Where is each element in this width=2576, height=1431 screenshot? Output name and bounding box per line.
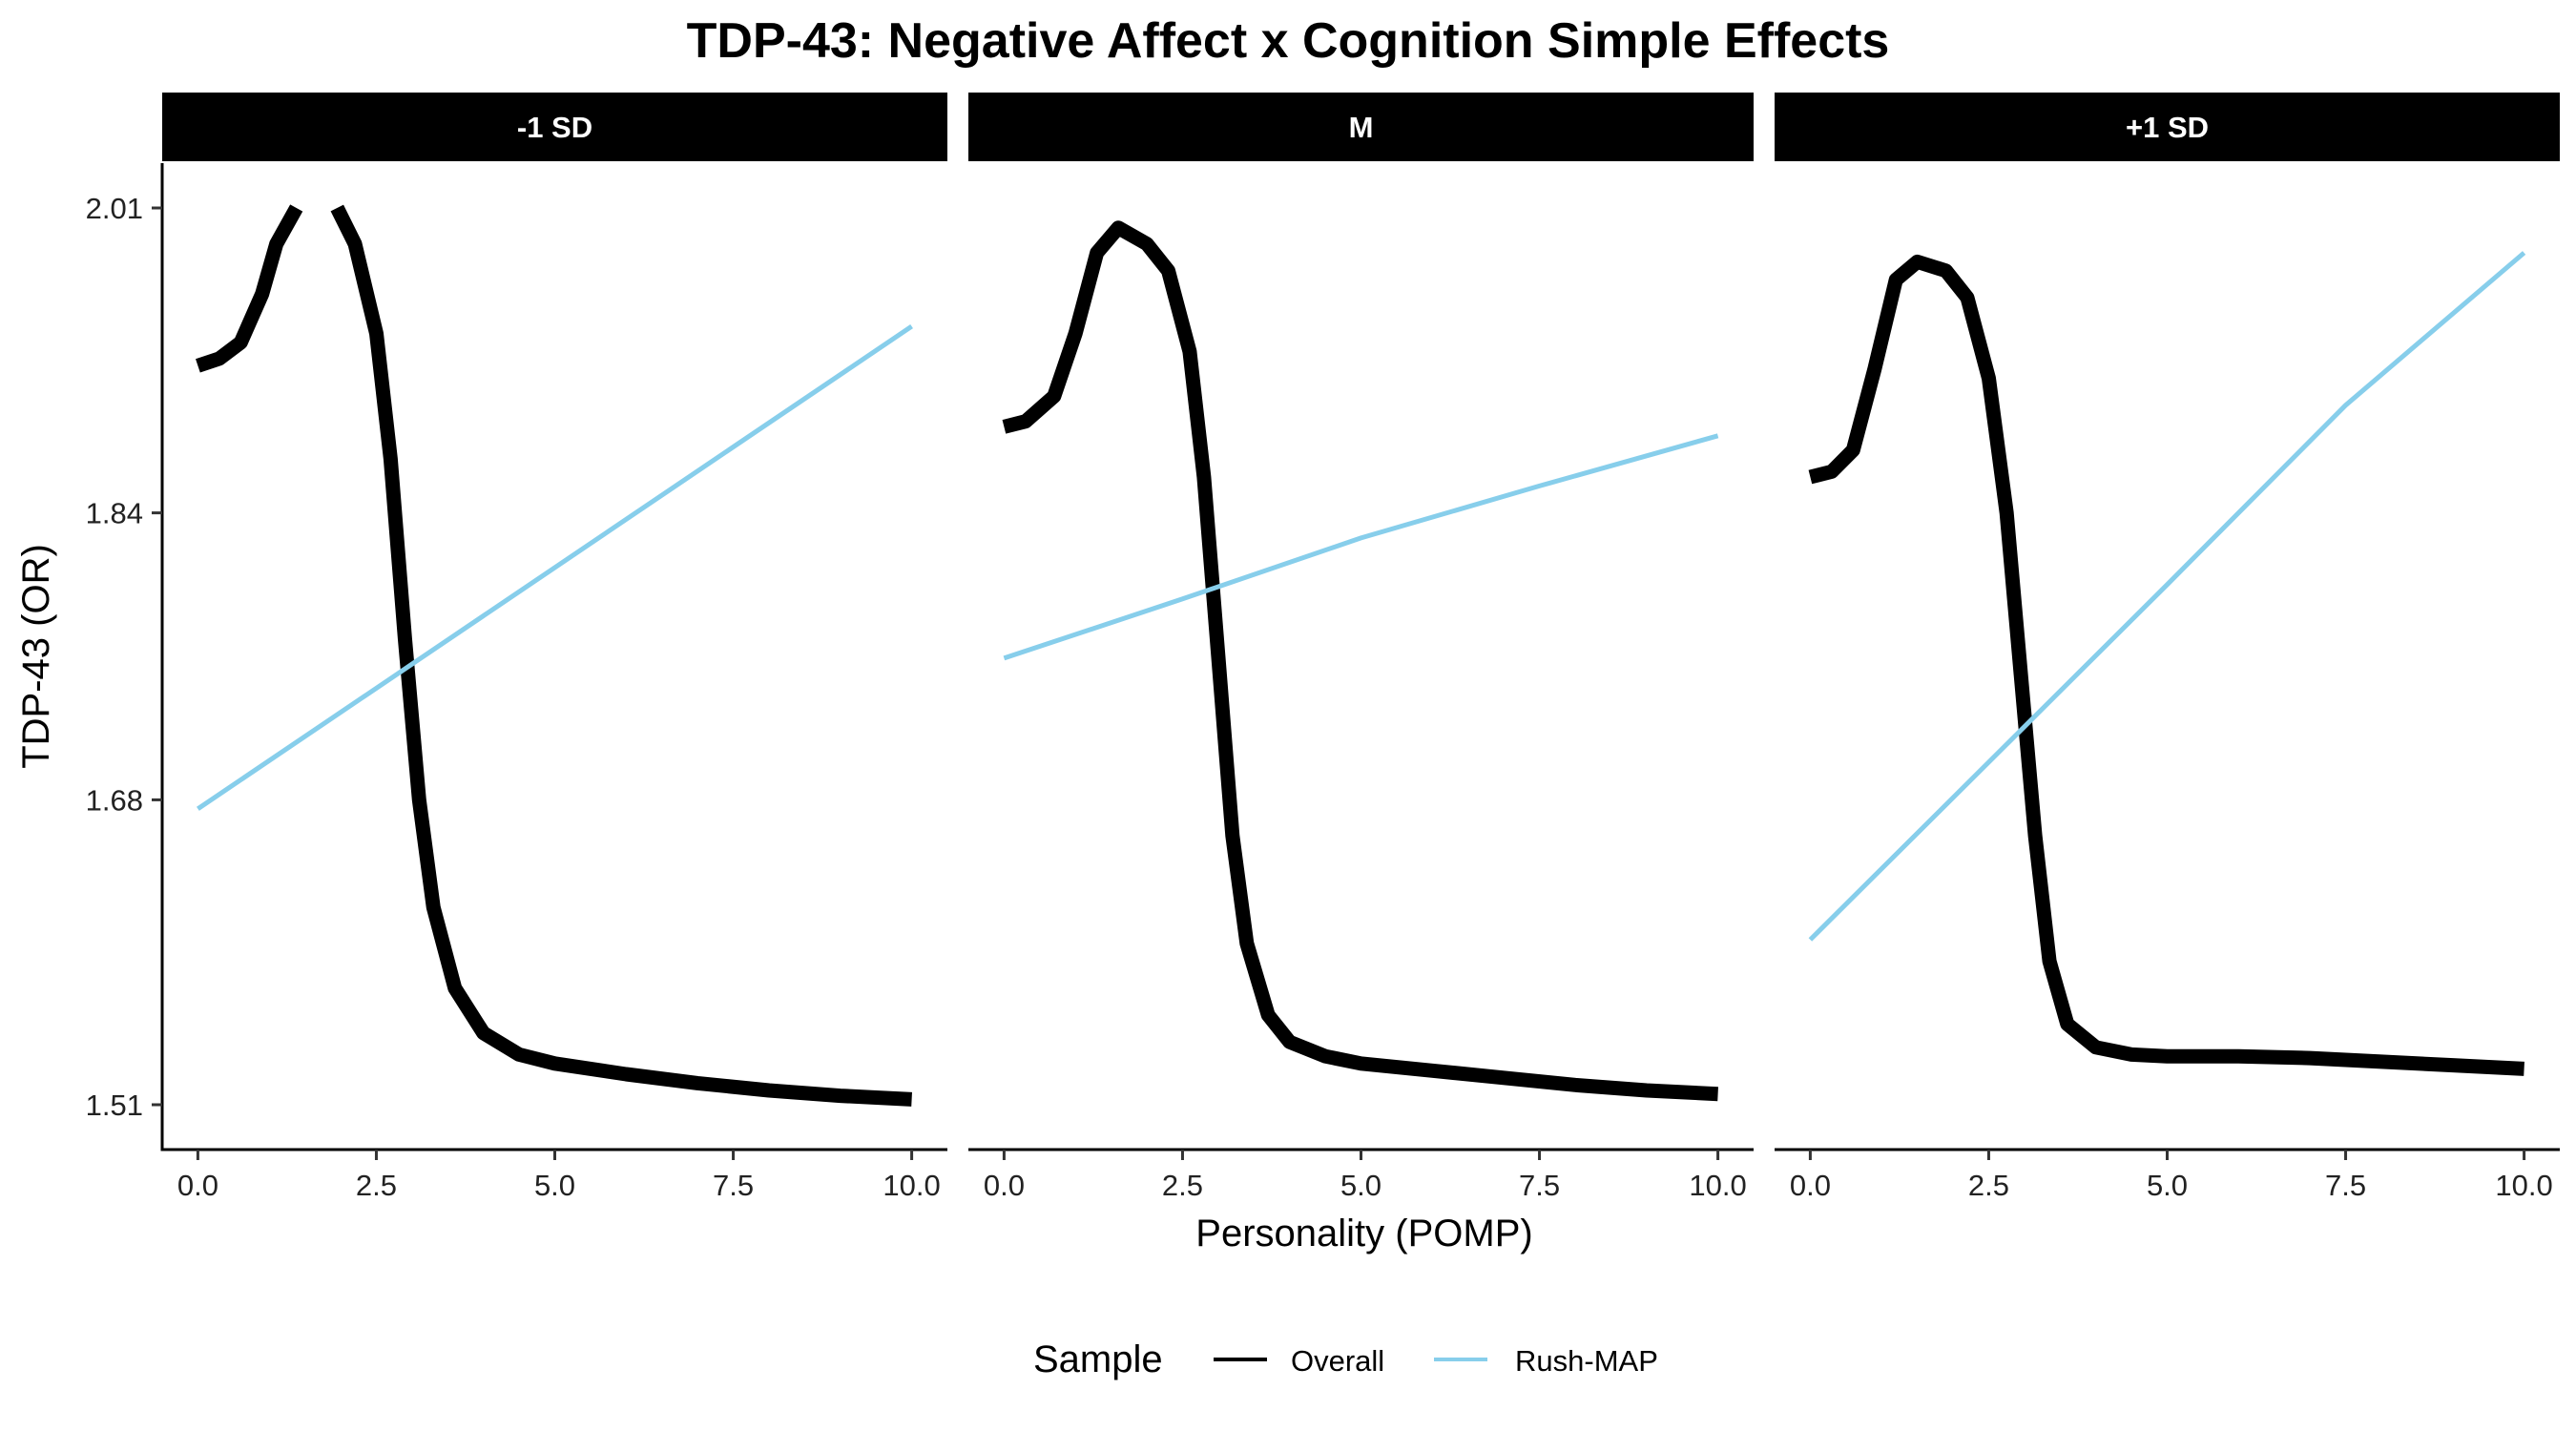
y-tick-label: 1.68 [86,783,143,817]
x-tick-label: 7.5 [713,1169,754,1202]
x-tick-label: 2.5 [356,1169,397,1202]
y-tick-label: 1.84 [86,497,143,530]
series-line-overall [1808,254,2524,1076]
legend: Sample Overall Rush-MAP [1033,1338,1658,1380]
strip-background [968,93,1754,161]
y-tick-label: 1.51 [86,1089,143,1122]
strip-background [1775,93,2560,161]
chart-title: TDP-43: Negative Affect x Cognition Simp… [687,13,1890,69]
strip-background [162,93,947,161]
legend-label-rush-map: Rush-MAP [1515,1344,1658,1378]
strip-label: +1 SD [2126,111,2209,144]
x-tick-label: 0.0 [1790,1169,1831,1202]
x-tick-label: 5.0 [2147,1169,2188,1202]
series-line-overall [330,204,912,1107]
x-tick-label: 5.0 [1340,1169,1381,1202]
x-tick-label: 7.5 [1519,1169,1560,1202]
y-axis-title: TDP-43 (OR) [15,544,57,769]
x-tick-label: 2.5 [1968,1169,2009,1202]
series-line-rush-map [1808,251,2526,942]
x-tick-label: 10.0 [2495,1169,2552,1202]
series-line-rush-map [1003,433,1719,661]
x-tick-label: 0.0 [177,1169,218,1202]
panel-2: M 0.0 2.5 5.0 7.5 10.0 [968,93,1754,1202]
legend-title: Sample [1033,1338,1163,1380]
series-line-overall [1002,220,1718,1102]
x-tick-label: 10.0 [1689,1169,1746,1202]
series-line-overall [196,204,303,373]
x-tick-label: 5.0 [534,1169,575,1202]
x-axis-title: Personality (POMP) [1195,1213,1532,1255]
x-tick-label: 7.5 [2325,1169,2366,1202]
series-line-rush-map [197,324,913,811]
y-tick-label: 2.01 [86,192,143,225]
strip-label: M [1349,111,1374,144]
x-tick-label: 2.5 [1162,1169,1203,1202]
legend-label-overall: Overall [1291,1344,1384,1378]
strip-label: -1 SD [517,111,592,144]
panel-1: -1 SD 0.0 2.5 5.0 7.5 10.0 1.51 1.68 1.84 2.01 [86,93,947,1202]
x-tick-label: 0.0 [984,1169,1025,1202]
x-tick-label: 10.0 [883,1169,940,1202]
panels: -1 SD 0.0 2.5 5.0 7.5 10.0 1.51 1.68 1.84 2.01 M 0.… [86,93,2560,1202]
panel-3: +1 SD 0.0 2.5 5.0 7.5 10.0 [1775,93,2560,1202]
